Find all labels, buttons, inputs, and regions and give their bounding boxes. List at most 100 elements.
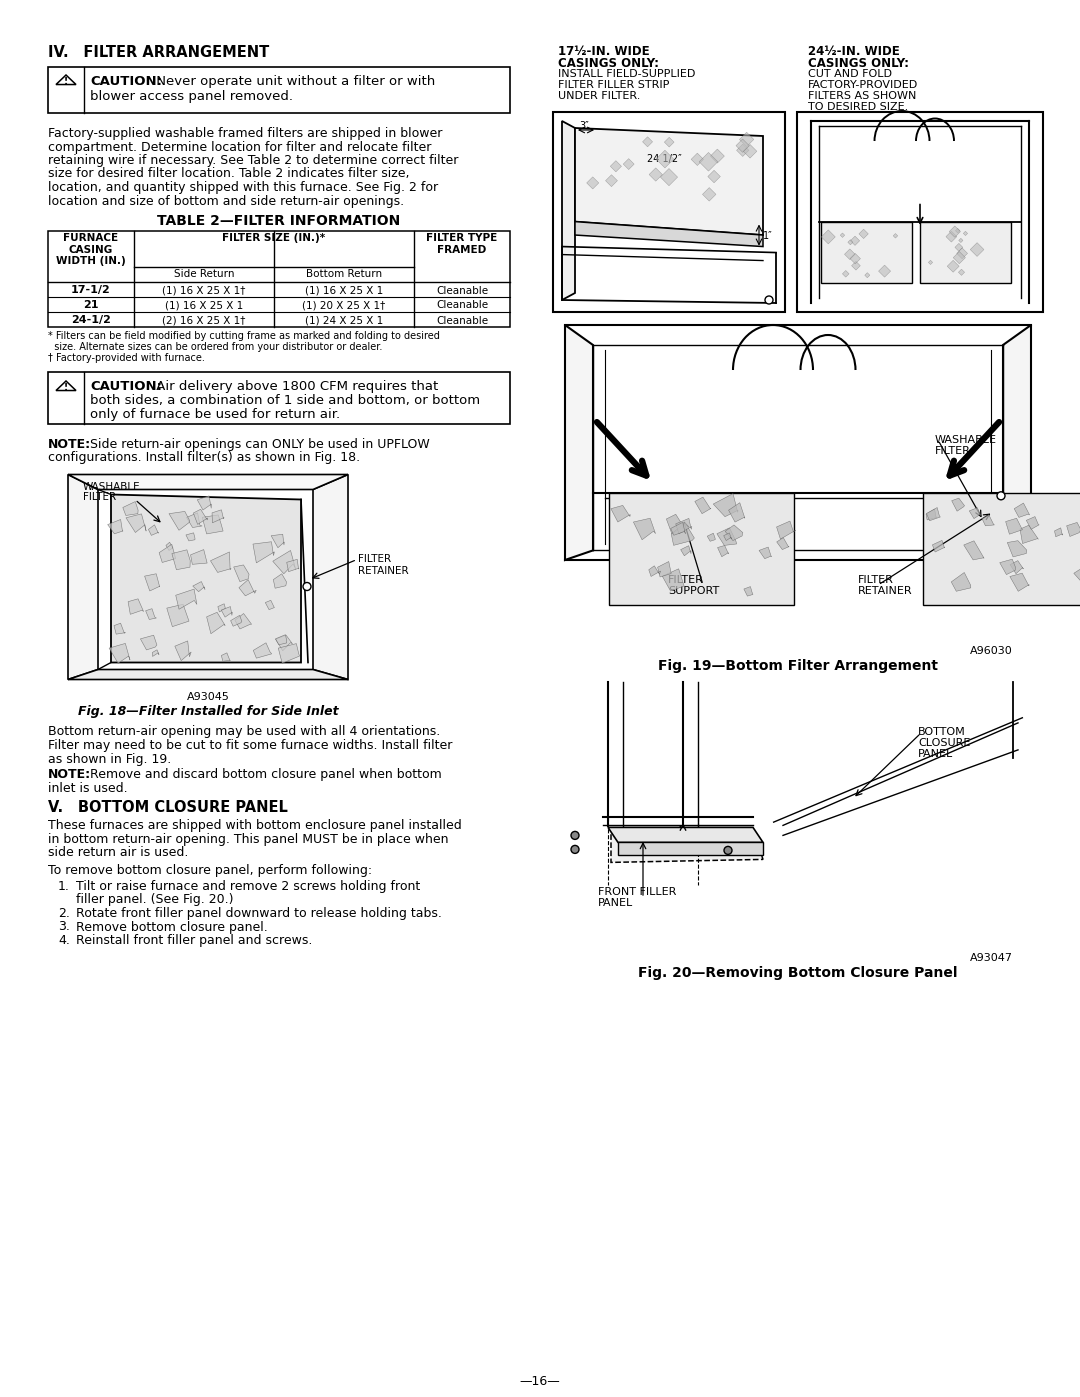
Text: (1) 20 X 25 X 1†: (1) 20 X 25 X 1† <box>302 300 386 310</box>
Text: Fig. 20—Removing Bottom Closure Panel: Fig. 20—Removing Bottom Closure Panel <box>638 965 958 981</box>
Polygon shape <box>954 251 966 264</box>
Text: NOTE:: NOTE: <box>48 768 91 781</box>
Text: CASINGS ONLY:: CASINGS ONLY: <box>808 57 909 70</box>
Text: CLOSURE: CLOSURE <box>918 738 970 747</box>
Polygon shape <box>172 550 190 570</box>
Polygon shape <box>970 243 984 257</box>
Polygon shape <box>231 615 242 626</box>
Text: (2) 16 X 25 X 1†: (2) 16 X 25 X 1† <box>162 316 245 326</box>
Polygon shape <box>926 509 936 520</box>
Polygon shape <box>878 265 891 277</box>
Polygon shape <box>672 522 694 545</box>
Bar <box>609 493 794 605</box>
Polygon shape <box>610 161 621 172</box>
Polygon shape <box>850 253 861 264</box>
Bar <box>48 67 510 113</box>
Text: FILTERS AS SHOWN: FILTERS AS SHOWN <box>808 91 916 101</box>
Text: 17-1/2: 17-1/2 <box>71 285 111 296</box>
Polygon shape <box>1010 573 1029 591</box>
Circle shape <box>571 831 579 840</box>
Polygon shape <box>273 574 286 588</box>
Circle shape <box>997 492 1005 500</box>
Polygon shape <box>159 545 176 563</box>
Polygon shape <box>958 270 964 275</box>
Polygon shape <box>699 152 718 172</box>
Text: 24 1/2″: 24 1/2″ <box>647 154 681 163</box>
Text: as shown in Fig. 19.: as shown in Fig. 19. <box>48 753 172 766</box>
Text: Fig. 19—Bottom Filter Arrangement: Fig. 19—Bottom Filter Arrangement <box>658 659 939 673</box>
Polygon shape <box>951 499 964 511</box>
Polygon shape <box>575 129 762 235</box>
Polygon shape <box>946 232 957 242</box>
Polygon shape <box>717 528 737 545</box>
Polygon shape <box>717 545 728 557</box>
Polygon shape <box>842 271 849 277</box>
Bar <box>821 222 912 284</box>
Text: FILTER: FILTER <box>669 576 704 585</box>
Polygon shape <box>694 497 711 514</box>
Text: V.  BOTTOM CLOSURE PANEL: V. BOTTOM CLOSURE PANEL <box>48 799 288 814</box>
Polygon shape <box>660 169 677 186</box>
Text: 21: 21 <box>83 300 98 310</box>
Polygon shape <box>234 613 252 629</box>
Text: compartment. Determine location for filter and relocate filter: compartment. Determine location for filt… <box>48 141 431 154</box>
Polygon shape <box>859 229 868 239</box>
Polygon shape <box>711 149 725 163</box>
Polygon shape <box>691 154 703 166</box>
Text: FILTER SIZE (IN.)*: FILTER SIZE (IN.)* <box>222 233 325 243</box>
Bar <box>48 231 510 327</box>
Text: only of furnace be used for return air.: only of furnace be used for return air. <box>90 408 340 420</box>
Text: FILTER FILLER STRIP: FILTER FILLER STRIP <box>558 80 670 89</box>
Polygon shape <box>707 170 720 183</box>
Polygon shape <box>649 566 661 577</box>
Polygon shape <box>707 534 715 541</box>
Bar <box>923 493 1080 605</box>
Polygon shape <box>671 522 686 535</box>
Polygon shape <box>759 548 771 559</box>
Polygon shape <box>1010 560 1024 574</box>
Polygon shape <box>1067 522 1080 536</box>
Text: PANEL: PANEL <box>598 898 633 908</box>
Text: Bottom return-air opening may be used with all 4 orientations.: Bottom return-air opening may be used wi… <box>48 725 441 739</box>
Polygon shape <box>963 232 968 236</box>
Text: UNDER FILTER.: UNDER FILTER. <box>558 91 640 101</box>
Polygon shape <box>969 507 981 518</box>
Text: (1) 16 X 25 X 1†: (1) 16 X 25 X 1† <box>162 285 245 296</box>
Text: 17½-IN. WIDE: 17½-IN. WIDE <box>558 45 650 59</box>
Polygon shape <box>725 525 743 541</box>
Polygon shape <box>129 599 144 615</box>
Text: configurations. Install filter(s) as shown in Fig. 18.: configurations. Install filter(s) as sho… <box>48 451 360 464</box>
Text: CUT AND FOLD: CUT AND FOLD <box>808 68 892 80</box>
Polygon shape <box>187 513 202 528</box>
Polygon shape <box>927 507 941 521</box>
Text: CASINGS ONLY:: CASINGS ONLY: <box>558 57 659 70</box>
Text: CAUTION:: CAUTION: <box>90 380 162 393</box>
Polygon shape <box>148 525 159 535</box>
Polygon shape <box>611 830 762 862</box>
Polygon shape <box>662 569 684 591</box>
Bar <box>920 222 1011 284</box>
Polygon shape <box>1014 503 1029 517</box>
Polygon shape <box>126 514 146 532</box>
Polygon shape <box>166 605 189 627</box>
Text: These furnaces are shipped with bottom enclosure panel installed: These furnaces are shipped with bottom e… <box>48 820 462 833</box>
Polygon shape <box>957 247 968 258</box>
Polygon shape <box>275 634 287 645</box>
Text: Filter may need to be cut to fit some furnace widths. Install filter: Filter may need to be cut to fit some fu… <box>48 739 453 752</box>
Text: inlet is used.: inlet is used. <box>48 781 127 795</box>
Text: CAUTION:: CAUTION: <box>90 75 162 88</box>
Polygon shape <box>145 574 160 591</box>
Text: NOTE:: NOTE: <box>48 439 91 451</box>
Polygon shape <box>949 226 960 237</box>
Text: 2.: 2. <box>58 907 70 921</box>
Text: 4.: 4. <box>58 935 70 947</box>
Polygon shape <box>623 159 634 169</box>
Polygon shape <box>202 515 224 534</box>
Polygon shape <box>166 542 173 550</box>
Text: Remove and discard bottom closure panel when bottom: Remove and discard bottom closure panel … <box>86 768 442 781</box>
Polygon shape <box>186 532 195 541</box>
Text: (1) 16 X 25 X 1: (1) 16 X 25 X 1 <box>165 300 243 310</box>
Text: 24½-IN. WIDE: 24½-IN. WIDE <box>808 45 900 59</box>
Text: Reinstall front filler panel and screws.: Reinstall front filler panel and screws. <box>76 935 312 947</box>
Text: Factory-supplied washable framed filters are shipped in blower: Factory-supplied washable framed filters… <box>48 127 443 140</box>
